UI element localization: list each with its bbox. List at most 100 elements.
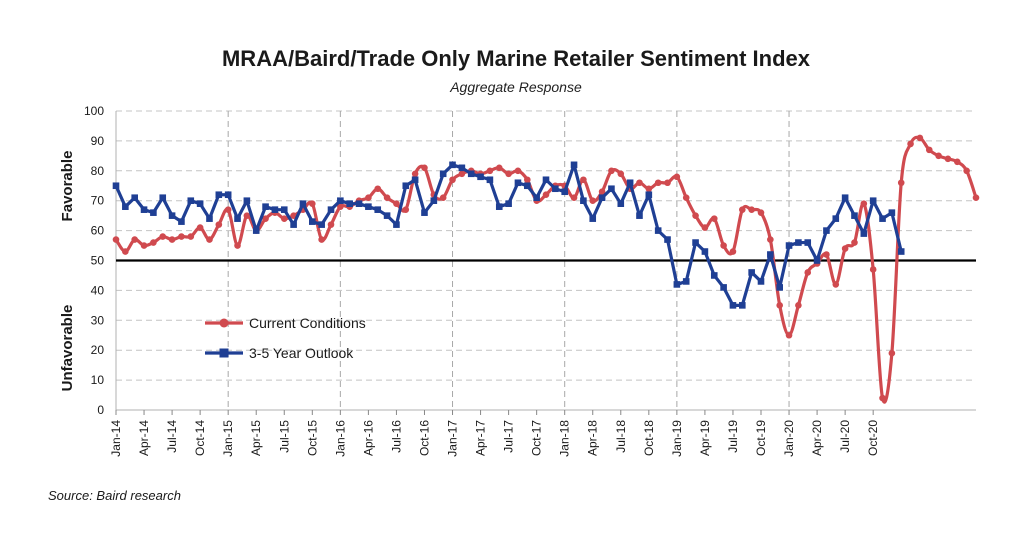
data-point	[318, 221, 325, 228]
data-point	[187, 233, 195, 240]
data-point	[804, 269, 812, 276]
data-point	[159, 233, 167, 240]
data-point	[795, 302, 802, 309]
data-point	[682, 278, 690, 285]
data-point	[692, 212, 699, 219]
x-tick-label: Jul-19	[726, 420, 740, 453]
data-point	[888, 209, 896, 216]
data-point	[206, 215, 213, 222]
data-point	[925, 146, 933, 154]
data-point	[131, 194, 138, 202]
x-tick-label: Oct-15	[305, 420, 319, 456]
data-point	[841, 194, 849, 202]
x-tick-label: Jan-14	[109, 420, 123, 457]
data-point	[439, 194, 447, 202]
data-point	[402, 206, 410, 213]
x-tick-label: Apr-16	[361, 420, 375, 456]
y-tick-label: 50	[91, 254, 105, 268]
data-point	[449, 176, 456, 184]
x-tick-label: Oct-19	[754, 420, 768, 456]
data-point	[402, 182, 410, 190]
data-point	[533, 194, 540, 202]
data-point	[337, 203, 344, 210]
y-tick-label: 70	[91, 194, 105, 208]
x-tick-label: Apr-20	[810, 420, 824, 456]
data-point	[252, 227, 260, 234]
data-point	[458, 164, 466, 172]
data-point	[598, 188, 606, 196]
data-point	[785, 242, 793, 249]
data-point	[935, 152, 942, 160]
data-point	[196, 200, 204, 207]
data-point	[720, 242, 727, 249]
data-point	[309, 218, 316, 225]
data-point	[140, 242, 148, 249]
data-point	[673, 281, 681, 288]
data-point	[168, 236, 176, 243]
data-point	[477, 173, 484, 181]
data-point	[280, 215, 288, 222]
series-layer	[112, 134, 980, 404]
data-point	[645, 185, 653, 193]
data-point	[112, 182, 120, 190]
data-point	[701, 224, 709, 231]
data-point	[570, 194, 578, 202]
data-point	[365, 194, 372, 202]
data-point	[271, 206, 279, 213]
data-point	[178, 218, 185, 225]
x-tick-label: Jan-18	[558, 420, 572, 457]
x-tick-label: Oct-20	[866, 420, 880, 456]
data-point	[654, 179, 662, 187]
data-point	[710, 272, 718, 279]
ylabel-unfavorable: Unfavorable	[59, 305, 76, 392]
y-tick-label: 20	[91, 343, 105, 357]
data-point	[327, 206, 335, 213]
legend-marker	[219, 348, 229, 358]
y-tick-label: 60	[91, 224, 105, 238]
x-tick-label: Jan-15	[221, 420, 235, 457]
data-point	[421, 164, 428, 172]
data-point	[598, 194, 606, 202]
data-point	[346, 200, 353, 207]
data-point	[748, 269, 755, 276]
x-tick-label: Oct-16	[417, 420, 431, 456]
x-tick-label: Jul-17	[502, 420, 516, 453]
data-point	[570, 161, 578, 169]
data-point	[897, 248, 905, 255]
data-point	[608, 167, 615, 175]
y-tick-label: 10	[91, 373, 105, 387]
legend: Current Conditions 3-5 Year Outlook	[205, 315, 366, 361]
data-point	[542, 176, 550, 184]
data-point	[869, 266, 877, 273]
data-point	[617, 170, 625, 178]
data-point	[776, 284, 783, 291]
data-point	[131, 236, 138, 243]
x-tick-label: Apr-14	[137, 420, 151, 456]
data-point	[832, 281, 840, 288]
data-point	[851, 239, 858, 246]
data-point	[374, 185, 382, 193]
data-point	[393, 221, 400, 228]
data-point	[318, 236, 325, 243]
data-point	[421, 209, 428, 216]
data-point	[178, 233, 185, 240]
data-point	[654, 227, 662, 234]
data-point	[673, 173, 681, 181]
data-point	[439, 170, 447, 178]
data-point	[869, 197, 877, 204]
data-point	[757, 278, 765, 285]
data-point	[411, 176, 419, 184]
data-point	[608, 185, 615, 193]
data-point	[776, 302, 783, 309]
data-point	[963, 167, 970, 175]
data-point	[486, 176, 494, 184]
data-point	[907, 140, 914, 148]
data-point	[617, 200, 625, 207]
data-point	[495, 164, 503, 172]
data-point	[524, 176, 531, 184]
x-tick-label: Apr-18	[586, 420, 600, 456]
y-tick-label: 90	[91, 134, 105, 148]
x-tick-label: Oct-18	[642, 420, 656, 456]
ylabel-favorable: Favorable	[59, 151, 76, 222]
